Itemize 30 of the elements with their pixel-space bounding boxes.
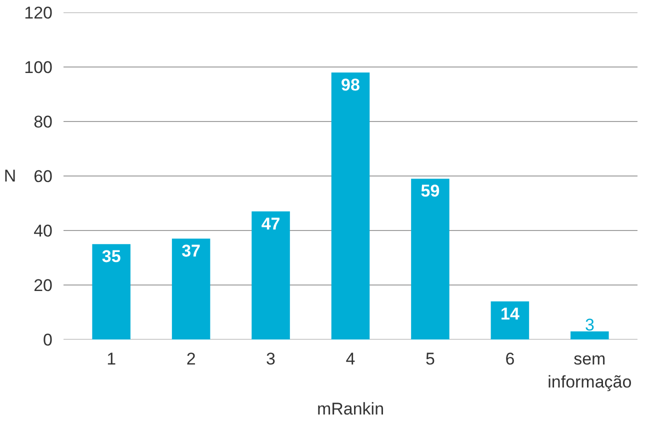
y-tick-label: 0 — [43, 330, 53, 350]
bar — [490, 301, 530, 340]
y-tick-label: 100 — [24, 58, 53, 77]
y-tick-label: 20 — [34, 276, 53, 295]
data-label: 3 — [584, 315, 594, 334]
data-label: 35 — [102, 247, 121, 266]
bar — [331, 72, 370, 340]
x-tick-label: 3 — [266, 350, 276, 368]
x-axis-title: mRankin — [316, 399, 384, 418]
bar — [252, 211, 290, 340]
y-tick-label: 60 — [34, 167, 53, 186]
data-label: 59 — [420, 182, 440, 201]
x-tick-label: sem informação — [548, 350, 632, 392]
data-label: 14 — [500, 304, 520, 324]
data-label: 47 — [261, 214, 280, 234]
y-axis-title: N — [4, 166, 16, 186]
bar — [172, 238, 210, 340]
y-tick-label: 40 — [34, 222, 53, 240]
data-label: 98 — [341, 75, 360, 94]
bar — [92, 244, 130, 340]
x-tick-label: 4 — [346, 350, 356, 368]
x-tick-label: 5 — [425, 350, 435, 368]
x-tick-label: 1 — [106, 350, 116, 368]
x-tick-label: 6 — [505, 350, 515, 368]
y-tick-label: 120 — [24, 4, 53, 22]
y-tick-label: 80 — [34, 112, 53, 132]
x-tick-label: 2 — [186, 350, 196, 368]
bar — [570, 331, 609, 340]
data-label: 37 — [182, 242, 201, 261]
bar — [411, 178, 450, 340]
